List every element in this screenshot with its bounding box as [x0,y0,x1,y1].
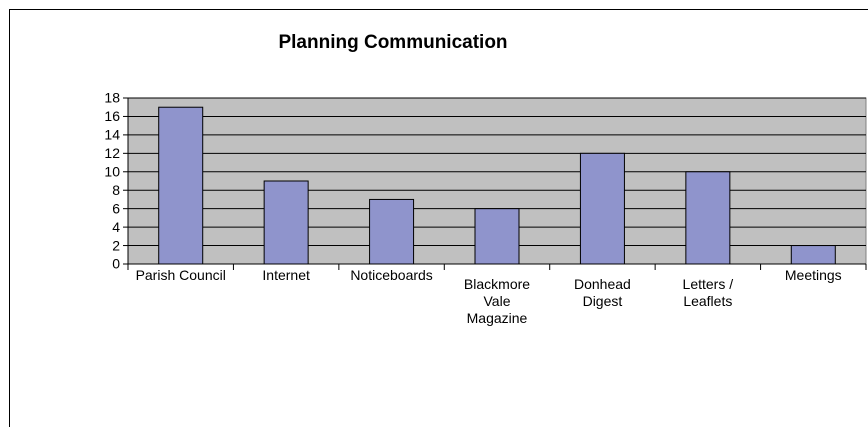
x-tick-label: Donhead Digest [574,276,631,309]
x-tick-label: Internet [262,267,310,283]
bar [369,198,415,265]
bar [474,208,520,265]
chart-title: Planning Communication [278,32,507,53]
x-tick-label: Blackmore Vale Magazine [463,276,531,326]
x-tick-label: Noticeboards [350,267,433,283]
x-tick-label: Letters / Leaflets [682,276,734,309]
y-tick-label: 0 [112,256,120,272]
bar [685,171,731,265]
bar [579,152,625,265]
y-tick-label: 8 [112,182,120,198]
bar [263,180,309,265]
bar [158,106,204,265]
y-tick-label: 6 [112,200,120,216]
bar [790,245,836,265]
y-tick-label: 4 [112,219,120,235]
y-tick-label: 16 [104,108,120,124]
x-tick-label: Parish Council [135,267,226,283]
y-tick-label: 10 [104,163,120,179]
y-tick-label: 12 [104,145,120,161]
x-tick-label: Meetings [784,267,842,283]
y-tick-label: 2 [112,237,120,253]
y-tick-label: 18 [104,90,120,106]
y-tick-label: 14 [104,127,120,143]
